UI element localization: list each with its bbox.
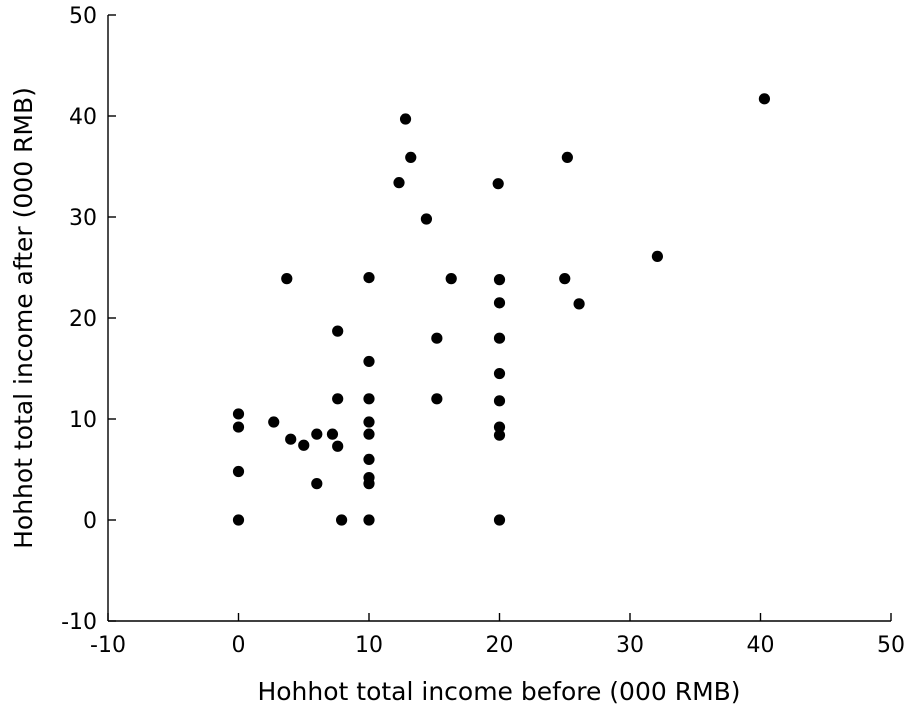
data-point xyxy=(363,393,375,405)
data-point xyxy=(559,273,571,285)
x-tick-label: 40 xyxy=(747,633,775,658)
y-axis-title: Hohhot total income after (000 RMB) xyxy=(9,87,38,549)
data-point xyxy=(298,439,310,451)
data-point xyxy=(311,428,323,440)
x-axis-ticks: -10 0 10 20 30 40 50 xyxy=(90,613,905,658)
data-point xyxy=(363,453,375,465)
data-point xyxy=(332,440,344,452)
data-point xyxy=(758,93,771,105)
x-tick-label: 0 xyxy=(232,633,246,658)
data-point xyxy=(493,297,506,309)
x-tick-label: -10 xyxy=(90,633,126,658)
y-axis-ticks: -10 0 10 20 30 40 50 xyxy=(61,4,116,635)
y-tick-label: 50 xyxy=(69,4,97,29)
x-tick-label: 50 xyxy=(877,633,905,658)
data-point xyxy=(232,421,245,433)
data-point xyxy=(493,429,506,441)
data-point xyxy=(311,478,323,490)
data-point xyxy=(232,514,245,526)
data-point xyxy=(232,408,245,420)
data-point xyxy=(493,367,506,380)
x-tick-label: 20 xyxy=(486,633,514,658)
y-tick-label: 0 xyxy=(83,509,97,534)
data-point xyxy=(399,113,412,125)
data-point xyxy=(405,151,417,164)
data-point xyxy=(493,514,506,526)
data-point xyxy=(493,274,506,286)
data-point xyxy=(431,332,443,344)
y-tick-label: 20 xyxy=(69,307,97,332)
data-point xyxy=(493,421,506,433)
data-point xyxy=(363,478,375,490)
data-point xyxy=(363,514,375,526)
data-point xyxy=(281,273,293,285)
data-point xyxy=(363,355,375,368)
x-tick-label: 10 xyxy=(355,633,383,658)
data-point xyxy=(492,178,504,190)
data-point xyxy=(431,393,443,405)
data-point xyxy=(363,416,375,428)
data-point xyxy=(573,298,585,310)
y-tick-label: 10 xyxy=(69,408,97,433)
y-tick-label: 40 xyxy=(69,105,97,130)
data-point xyxy=(651,250,664,262)
data-point xyxy=(561,151,573,164)
data-point xyxy=(326,428,339,440)
x-axis-title: Hohhot total income before (000 RMB) xyxy=(257,677,740,706)
data-point xyxy=(268,416,280,428)
data-point xyxy=(232,465,245,478)
data-point xyxy=(335,514,348,526)
data-point xyxy=(363,428,375,440)
data-points xyxy=(232,93,771,526)
data-point xyxy=(493,395,506,407)
data-point xyxy=(493,332,506,344)
data-point xyxy=(420,213,433,225)
data-point xyxy=(332,325,344,337)
data-point xyxy=(363,272,375,284)
y-tick-label: 30 xyxy=(69,206,97,231)
data-point xyxy=(332,393,344,405)
data-point xyxy=(393,177,405,189)
data-point xyxy=(445,273,457,285)
x-tick-label: 30 xyxy=(616,633,644,658)
data-point xyxy=(285,433,297,445)
y-tick-label: -10 xyxy=(61,610,97,635)
